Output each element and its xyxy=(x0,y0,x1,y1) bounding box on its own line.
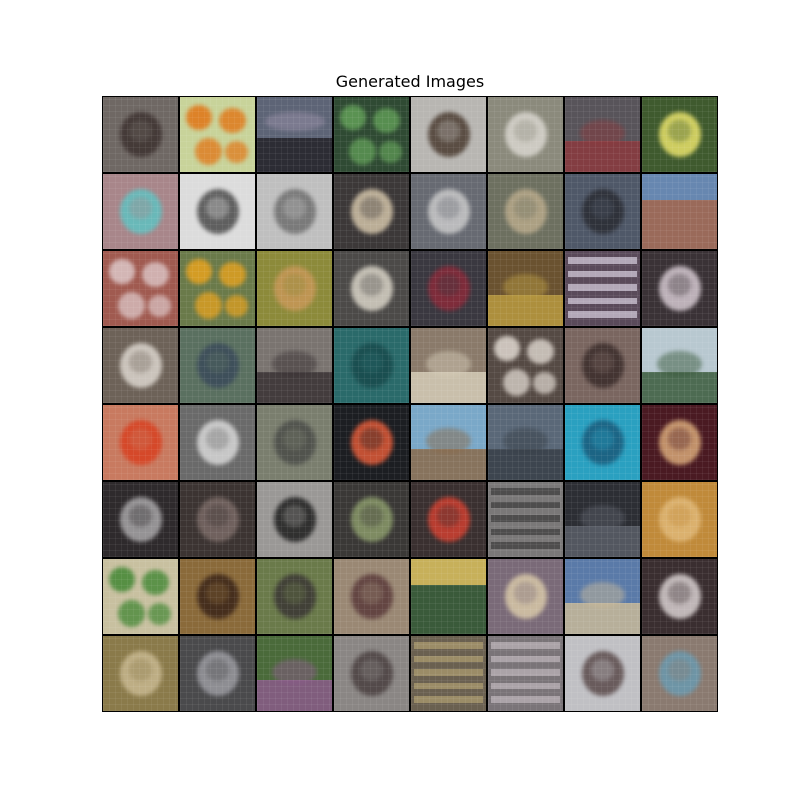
tile-goat-head xyxy=(488,174,563,249)
tile-radio xyxy=(488,482,563,557)
tile-food-plate xyxy=(411,97,486,172)
tile-volleyball xyxy=(488,559,563,634)
tile-dark-collage xyxy=(488,328,563,403)
tile-picnic-grass xyxy=(257,636,332,711)
tile-child-face xyxy=(103,174,178,249)
tile-peppers xyxy=(180,251,255,326)
tile-burger xyxy=(180,559,255,634)
tile-hand-object xyxy=(103,482,178,557)
tile-rug xyxy=(565,97,640,172)
tile-dog-sky xyxy=(565,174,640,249)
tile-crystal-bowl xyxy=(180,405,255,480)
tile-machine xyxy=(334,482,409,557)
tile-black-dog xyxy=(257,482,332,557)
tile-child-room xyxy=(103,636,178,711)
tile-dark-room xyxy=(180,482,255,557)
tile-sandwich xyxy=(334,174,409,249)
tile-statue xyxy=(334,636,409,711)
tile-sunset-lake xyxy=(257,97,332,172)
tile-chihuahua xyxy=(642,405,717,480)
tile-girl-standing xyxy=(642,636,717,711)
tile-dark-car xyxy=(565,482,640,557)
tile-bottles-shelf xyxy=(565,251,640,326)
tile-brown-creature xyxy=(565,328,640,403)
tile-water-tower xyxy=(642,328,717,403)
tile-flowers-red xyxy=(103,251,178,326)
tile-car xyxy=(411,328,486,403)
image-grid xyxy=(102,96,718,712)
tile-bird-flower xyxy=(334,405,409,480)
tile-underwater xyxy=(565,405,640,480)
tile-mountain xyxy=(488,405,563,480)
tile-lobster xyxy=(103,405,178,480)
tile-red-jacket xyxy=(411,251,486,326)
tile-cliff xyxy=(642,174,717,249)
tile-storefront xyxy=(411,559,486,634)
tile-bird-branch xyxy=(411,174,486,249)
tile-ornament xyxy=(334,559,409,634)
tile-beach-road xyxy=(411,405,486,480)
tile-yellow-butterfly xyxy=(642,97,717,172)
tile-tree-figure xyxy=(180,328,255,403)
tile-pattern-gray xyxy=(180,636,255,711)
tile-spider xyxy=(103,97,178,172)
tile-palace xyxy=(565,559,640,634)
tile-shop-display xyxy=(411,636,486,711)
tile-food-tray xyxy=(488,251,563,326)
tile-ox-cart xyxy=(488,97,563,172)
tile-geisha xyxy=(642,559,717,634)
tile-elephant xyxy=(257,405,332,480)
tile-glass-bottles xyxy=(103,559,178,634)
tile-ram xyxy=(103,328,178,403)
tile-green-leaves xyxy=(334,97,409,172)
tile-oranges xyxy=(180,97,255,172)
tile-golden-dog xyxy=(642,482,717,557)
tile-poodle xyxy=(257,251,332,326)
tile-gray-animal xyxy=(257,174,332,249)
tile-gray-device xyxy=(180,174,255,249)
tile-teal-water xyxy=(334,328,409,403)
figure-title: Generated Images xyxy=(335,72,485,91)
tile-white-dog xyxy=(334,251,409,326)
tile-fluffy-pet xyxy=(642,251,717,326)
tile-gray-elephant xyxy=(257,559,332,634)
tile-shelves xyxy=(488,636,563,711)
tile-street-scene xyxy=(257,328,332,403)
tile-mirror-bird xyxy=(565,636,640,711)
tile-red-backpack xyxy=(411,482,486,557)
